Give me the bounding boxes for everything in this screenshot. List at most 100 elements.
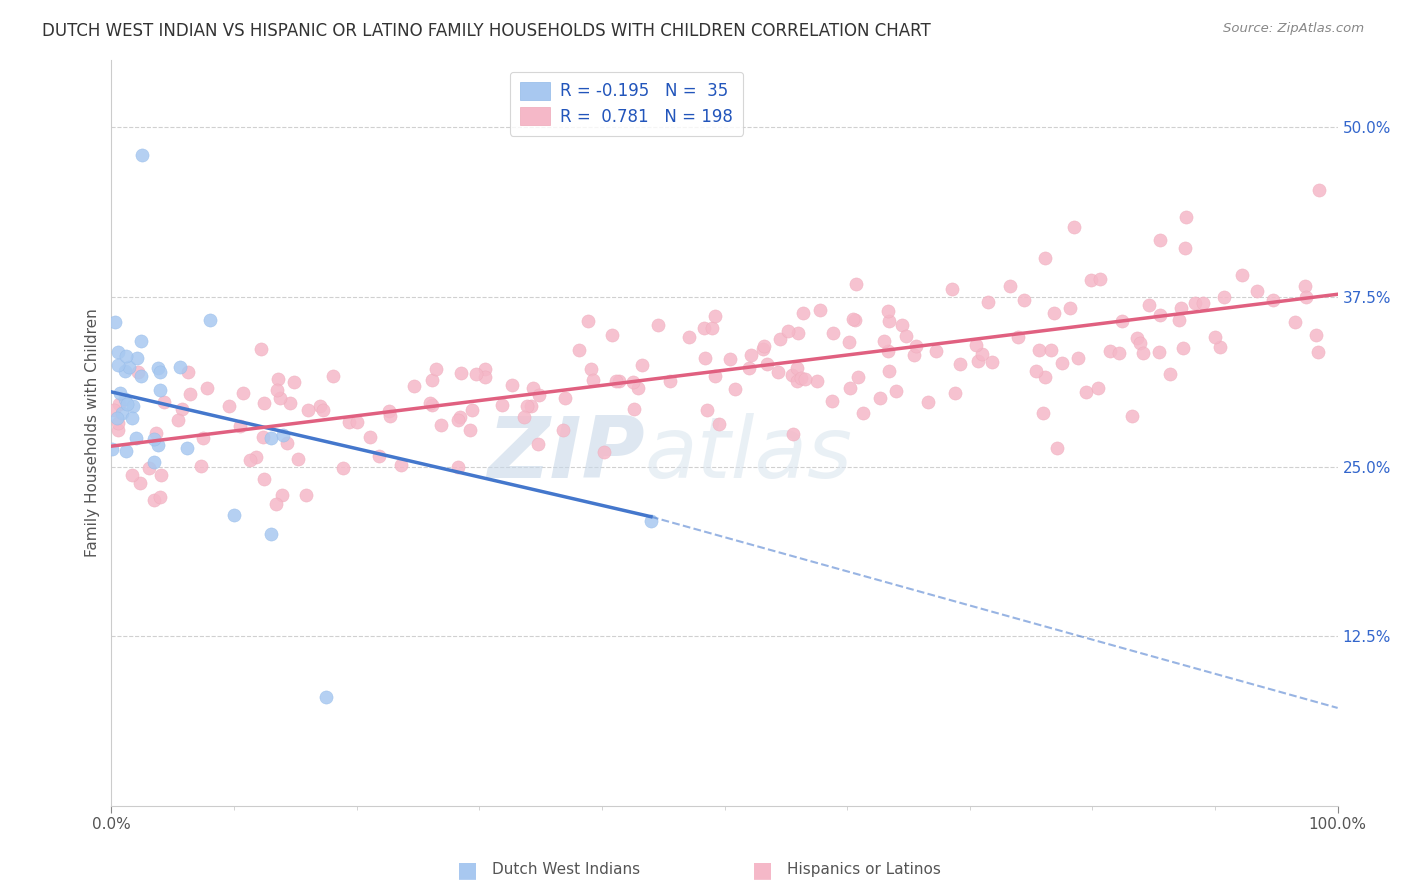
Point — [1111, 314, 1133, 328]
Point — [692, 321, 714, 335]
Point — [873, 334, 896, 348]
Point — [1168, 313, 1191, 327]
Point — [419, 396, 441, 410]
Point — [582, 373, 605, 387]
Point — [1171, 341, 1194, 355]
Point — [1098, 344, 1121, 359]
Point — [891, 318, 914, 333]
Point — [311, 402, 333, 417]
Point — [1192, 296, 1215, 310]
Point — [766, 365, 789, 379]
Y-axis label: Family Households with Children: Family Households with Children — [86, 309, 100, 557]
Point — [700, 321, 723, 335]
Point — [138, 461, 160, 475]
Point — [949, 357, 972, 371]
Point — [780, 368, 803, 382]
Point — [108, 385, 131, 400]
Point — [693, 351, 716, 366]
Point — [896, 329, 918, 343]
Point — [877, 364, 900, 378]
Point — [115, 443, 138, 458]
Point — [884, 384, 907, 398]
Point — [146, 438, 169, 452]
Point — [104, 315, 127, 329]
Point — [287, 451, 309, 466]
Point — [1126, 331, 1149, 345]
Point — [806, 374, 828, 388]
Point — [107, 423, 129, 437]
Point — [153, 395, 176, 409]
Point — [1046, 441, 1069, 455]
Point — [232, 386, 254, 401]
Point — [177, 365, 200, 379]
Point — [167, 413, 190, 427]
Point — [704, 309, 727, 323]
Point — [842, 311, 865, 326]
Point — [218, 400, 240, 414]
Point — [266, 383, 288, 397]
Point — [422, 374, 444, 388]
Point — [122, 399, 145, 413]
Point — [149, 384, 172, 398]
Point — [522, 381, 544, 395]
Point — [792, 306, 814, 320]
Point — [447, 413, 470, 427]
Point — [778, 325, 800, 339]
Point — [821, 394, 844, 409]
Point — [389, 458, 412, 472]
Point — [450, 366, 472, 380]
Point — [1025, 364, 1047, 378]
Point — [718, 351, 741, 366]
Point — [516, 399, 538, 413]
Point — [1043, 306, 1066, 320]
Point — [124, 431, 146, 445]
Point — [1033, 251, 1056, 265]
Point — [551, 423, 574, 437]
Point — [115, 397, 138, 411]
Point — [786, 374, 808, 388]
Point — [1108, 346, 1130, 360]
Point — [794, 372, 817, 386]
Point — [1230, 268, 1253, 282]
Point — [1204, 330, 1226, 344]
Point — [1007, 329, 1029, 343]
Point — [678, 330, 700, 344]
Point — [1209, 341, 1232, 355]
Point — [821, 326, 844, 340]
Point — [474, 362, 496, 376]
Point — [198, 312, 221, 326]
Point — [787, 326, 810, 340]
Point — [264, 497, 287, 511]
Point — [222, 508, 245, 522]
Point — [980, 355, 1002, 369]
Point — [145, 426, 167, 441]
Point — [1067, 351, 1090, 366]
Point — [607, 374, 630, 388]
Point — [128, 476, 150, 491]
Point — [838, 335, 860, 350]
Point — [195, 381, 218, 395]
Point — [115, 349, 138, 363]
Text: Hispanics or Latinos: Hispanics or Latinos — [787, 863, 941, 877]
Point — [1139, 298, 1161, 312]
Point — [250, 342, 273, 356]
Point — [149, 468, 172, 483]
Point — [877, 344, 900, 359]
Point — [461, 403, 484, 417]
Point — [877, 314, 900, 328]
Point — [253, 396, 276, 410]
Point — [149, 490, 172, 504]
Point — [458, 423, 481, 437]
Point — [101, 442, 124, 456]
Point — [253, 472, 276, 486]
Point — [260, 431, 283, 445]
Point — [1028, 343, 1050, 358]
Point — [271, 428, 294, 442]
Point — [143, 492, 166, 507]
Point — [107, 416, 129, 430]
Point — [869, 392, 891, 406]
Point — [1050, 356, 1073, 370]
Point — [172, 401, 194, 416]
Point — [527, 388, 550, 402]
Point — [1246, 284, 1268, 298]
